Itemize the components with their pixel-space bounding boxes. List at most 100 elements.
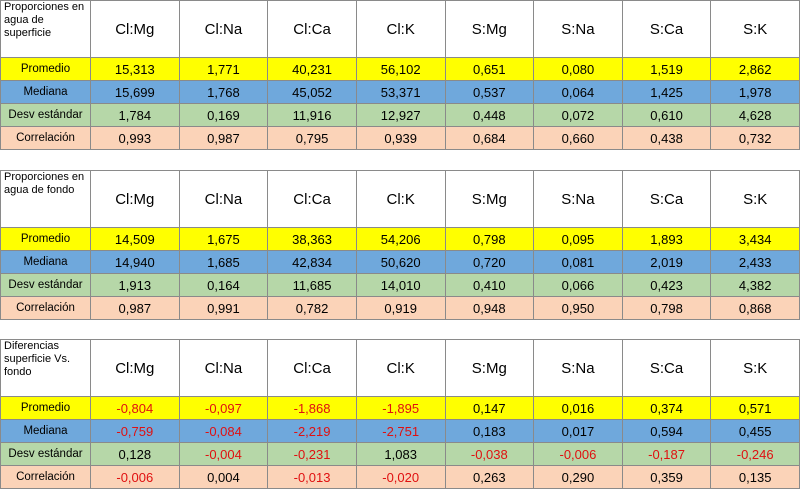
cell: 0,660 (533, 126, 623, 150)
column-header: Cl:Mg (90, 339, 180, 397)
column-header: Cl:Ca (267, 0, 357, 58)
table-surface: Proporciones en agua de superficie Cl:Mg… (0, 0, 800, 150)
cell: 0,081 (533, 250, 623, 274)
cell: -0,097 (178, 396, 269, 420)
cell: 1,675 (178, 227, 269, 251)
cell: 0,987 (178, 126, 269, 150)
column-header: Cl:Na (178, 170, 269, 228)
cell: -0,246 (710, 442, 800, 466)
column-header: Cl:Na (178, 339, 269, 397)
cell: 0,651 (444, 57, 535, 81)
cell: 0,263 (444, 465, 535, 489)
column-header: Cl:K (355, 0, 446, 58)
cell: -0,231 (267, 442, 357, 466)
cell: -0,006 (533, 442, 623, 466)
cell: 0,359 (621, 465, 712, 489)
cell: 14,940 (90, 250, 180, 274)
cell: 0,594 (621, 419, 712, 443)
cell: 2,862 (710, 57, 800, 81)
column-header: S:K (710, 0, 800, 58)
column-header: S:K (710, 339, 800, 397)
cell: 0,290 (533, 465, 623, 489)
table-row: Correlación 0,993 0,987 0,795 0,939 0,68… (0, 126, 800, 150)
cell: 14,509 (90, 227, 180, 251)
cell: 3,434 (710, 227, 800, 251)
cell: 0,610 (621, 103, 712, 127)
column-header: Cl:Ca (267, 339, 357, 397)
cell: 42,834 (267, 250, 357, 274)
table-row: Desv estándar 1,913 0,164 11,685 14,010 … (0, 273, 800, 297)
column-header: S:K (710, 170, 800, 228)
table-heading: Proporciones en agua de superficie (0, 0, 91, 58)
column-header: Cl:K (355, 170, 446, 228)
cell: 0,782 (267, 296, 357, 320)
table-row: Promedio 15,313 1,771 40,231 56,102 0,65… (0, 57, 800, 81)
cell: 1,771 (178, 57, 269, 81)
cell: 0,072 (533, 103, 623, 127)
cell: 0,095 (533, 227, 623, 251)
column-header: S:Ca (621, 339, 712, 397)
column-header: S:Mg (444, 339, 535, 397)
table-bottom-water: Proporciones en agua de fondo Cl:Mg Cl:N… (0, 170, 800, 320)
cell: 0,684 (444, 126, 535, 150)
header-row: Diferencias superficie Vs. fondo Cl:Mg C… (0, 339, 800, 397)
cell: 2,019 (621, 250, 712, 274)
cell: 0,004 (178, 465, 269, 489)
cell: 0,732 (710, 126, 800, 150)
row-label: Desv estándar (0, 442, 91, 466)
column-header: S:Na (533, 339, 623, 397)
cell: -0,004 (178, 442, 269, 466)
cell: 11,685 (267, 273, 357, 297)
cell: 0,795 (267, 126, 357, 150)
cell: 54,206 (355, 227, 446, 251)
cell: -0,804 (90, 396, 180, 420)
row-label: Desv estándar (0, 103, 91, 127)
cell: 15,313 (90, 57, 180, 81)
row-label: Mediana (0, 419, 91, 443)
cell: 12,927 (355, 103, 446, 127)
table-row: Mediana 15,699 1,768 45,052 53,371 0,537… (0, 80, 800, 104)
row-label: Promedio (0, 57, 91, 81)
table-row: Desv estándar 1,784 0,169 11,916 12,927 … (0, 103, 800, 127)
cell: 0,798 (444, 227, 535, 251)
cell: 0,868 (710, 296, 800, 320)
cell: 0,066 (533, 273, 623, 297)
header-row: Proporciones en agua de fondo Cl:Mg Cl:N… (0, 170, 800, 228)
cell: 0,064 (533, 80, 623, 104)
table-differences: Diferencias superficie Vs. fondo Cl:Mg C… (0, 339, 800, 489)
column-header: S:Na (533, 170, 623, 228)
table-row: Promedio 14,509 1,675 38,363 54,206 0,79… (0, 227, 800, 251)
row-label: Desv estándar (0, 273, 91, 297)
cell: -0,006 (90, 465, 180, 489)
cell: 1,519 (621, 57, 712, 81)
cell: -0,020 (355, 465, 446, 489)
cell: 38,363 (267, 227, 357, 251)
cell: 1,083 (355, 442, 446, 466)
cell: 0,080 (533, 57, 623, 81)
cell: 1,425 (621, 80, 712, 104)
row-label: Correlación (0, 465, 91, 489)
cell: 1,768 (178, 80, 269, 104)
cell: 0,169 (178, 103, 269, 127)
row-label: Mediana (0, 80, 91, 104)
cell: 0,720 (444, 250, 535, 274)
cell: 0,448 (444, 103, 535, 127)
cell: -0,759 (90, 419, 180, 443)
cell: 0,016 (533, 396, 623, 420)
row-label: Mediana (0, 250, 91, 274)
cell: 14,010 (355, 273, 446, 297)
column-header: S:Mg (444, 170, 535, 228)
cell: 0,948 (444, 296, 535, 320)
cell: 0,537 (444, 80, 535, 104)
cell: 0,423 (621, 273, 712, 297)
cell: 0,183 (444, 419, 535, 443)
cell: 1,978 (710, 80, 800, 104)
row-label: Correlación (0, 126, 91, 150)
cell: -2,219 (267, 419, 357, 443)
cell: -0,013 (267, 465, 357, 489)
cell: 50,620 (355, 250, 446, 274)
table-row: Correlación -0,006 0,004 -0,013 -0,020 0… (0, 465, 800, 489)
cell: 0,164 (178, 273, 269, 297)
table-row: Promedio -0,804 -0,097 -1,868 -1,895 0,1… (0, 396, 800, 420)
cell: 1,784 (90, 103, 180, 127)
